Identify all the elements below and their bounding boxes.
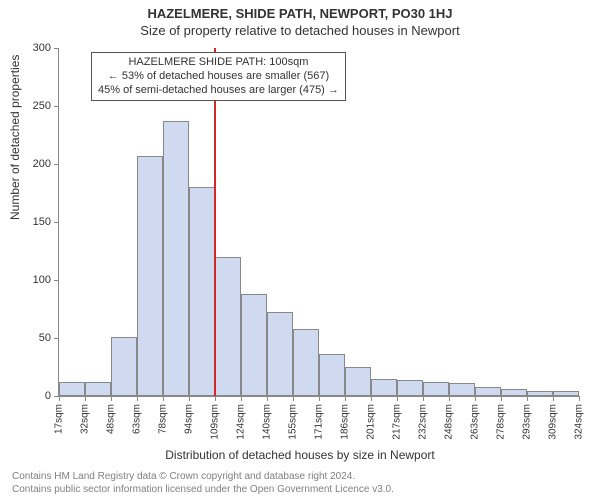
annotation-box: HAZELMERE SHIDE PATH: 100sqm ← 53% of de… — [91, 52, 346, 101]
ytick-label: 50 — [21, 332, 51, 344]
xtick-mark — [215, 396, 216, 401]
xtick-mark — [293, 396, 294, 401]
histogram-bar — [397, 380, 423, 396]
xtick-label: 263sqm — [470, 404, 481, 440]
histogram-bar — [267, 312, 293, 396]
ytick-mark — [54, 106, 59, 107]
x-axis-label: Distribution of detached houses by size … — [0, 448, 600, 462]
xtick-mark — [189, 396, 190, 401]
xtick-mark — [553, 396, 554, 401]
xtick-mark — [319, 396, 320, 401]
footer-line-2: Contains public sector information licen… — [12, 484, 394, 497]
xtick-label: 78sqm — [158, 404, 169, 434]
xtick-mark — [345, 396, 346, 401]
ytick-label: 150 — [21, 216, 51, 228]
histogram-bar — [215, 257, 241, 396]
page-title: HAZELMERE, SHIDE PATH, NEWPORT, PO30 1HJ — [0, 0, 600, 21]
histogram-bar — [241, 294, 267, 396]
ytick-label: 200 — [21, 158, 51, 170]
histogram-bar — [137, 156, 163, 396]
histogram-bar — [85, 382, 111, 396]
chart-container: HAZELMERE, SHIDE PATH, NEWPORT, PO30 1HJ… — [0, 0, 600, 500]
xtick-label: 124sqm — [236, 404, 247, 440]
xtick-label: 109sqm — [210, 404, 221, 440]
xtick-mark — [163, 396, 164, 401]
xtick-label: 248sqm — [444, 404, 455, 440]
xtick-mark — [111, 396, 112, 401]
xtick-mark — [501, 396, 502, 401]
xtick-label: 63sqm — [132, 404, 143, 434]
histogram-bar — [423, 382, 449, 396]
xtick-label: 17sqm — [54, 404, 65, 434]
xtick-mark — [475, 396, 476, 401]
xtick-label: 48sqm — [106, 404, 117, 434]
footer-line-1: Contains HM Land Registry data © Crown c… — [12, 471, 394, 484]
xtick-mark — [137, 396, 138, 401]
ytick-label: 300 — [21, 42, 51, 54]
histogram-bar — [189, 187, 215, 396]
ytick-mark — [54, 280, 59, 281]
histogram-bar — [371, 379, 397, 396]
xtick-label: 32sqm — [80, 404, 91, 434]
ytick-mark — [54, 48, 59, 49]
histogram-bar — [59, 382, 85, 396]
histogram-bar — [345, 367, 371, 396]
xtick-label: 324sqm — [574, 404, 585, 440]
xtick-mark — [241, 396, 242, 401]
ytick-mark — [54, 164, 59, 165]
xtick-label: 293sqm — [522, 404, 533, 440]
xtick-label: 140sqm — [262, 404, 273, 440]
histogram-bar — [527, 391, 553, 396]
annotation-title: HAZELMERE SHIDE PATH: 100sqm — [98, 56, 339, 70]
histogram-bar — [319, 354, 345, 396]
histogram-bar — [449, 383, 475, 396]
annotation-line-2: 45% of semi-detached houses are larger (… — [98, 84, 339, 98]
xtick-label: 171sqm — [314, 404, 325, 440]
histogram-bar — [163, 121, 189, 396]
xtick-mark — [267, 396, 268, 401]
xtick-mark — [423, 396, 424, 401]
ytick-mark — [54, 222, 59, 223]
xtick-label: 278sqm — [496, 404, 507, 440]
xtick-mark — [371, 396, 372, 401]
footer-attribution: Contains HM Land Registry data © Crown c… — [12, 471, 394, 496]
histogram-bar — [111, 337, 137, 396]
xtick-mark — [59, 396, 60, 401]
histogram-bar — [293, 329, 319, 396]
ytick-label: 250 — [21, 100, 51, 112]
xtick-label: 201sqm — [366, 404, 377, 440]
xtick-mark — [527, 396, 528, 401]
ytick-label: 0 — [21, 390, 51, 402]
xtick-mark — [397, 396, 398, 401]
histogram-bar — [475, 387, 501, 396]
xtick-label: 155sqm — [288, 404, 299, 440]
ytick-label: 100 — [21, 274, 51, 286]
histogram-bar — [501, 389, 527, 396]
xtick-mark — [449, 396, 450, 401]
chart-subtitle: Size of property relative to detached ho… — [0, 21, 600, 38]
plot-area: 05010015020025030017sqm32sqm48sqm63sqm78… — [58, 48, 579, 397]
xtick-label: 232sqm — [418, 404, 429, 440]
xtick-mark — [579, 396, 580, 401]
histogram-bar — [553, 391, 579, 396]
y-axis-label: Number of detached properties — [8, 55, 22, 220]
xtick-label: 186sqm — [340, 404, 351, 440]
xtick-label: 94sqm — [184, 404, 195, 434]
xtick-label: 217sqm — [392, 404, 403, 440]
xtick-label: 309sqm — [548, 404, 559, 440]
ytick-mark — [54, 338, 59, 339]
annotation-line-1: ← 53% of detached houses are smaller (56… — [98, 70, 339, 84]
xtick-mark — [85, 396, 86, 401]
